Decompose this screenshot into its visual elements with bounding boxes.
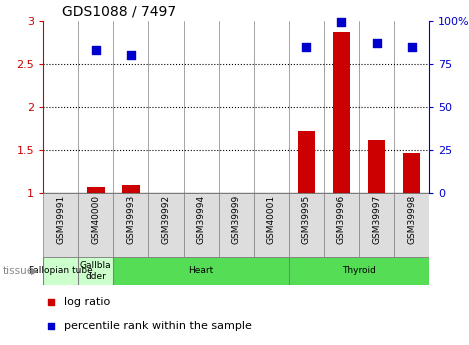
Bar [368,140,385,193]
Text: GSM39995: GSM39995 [302,195,311,244]
Bar [359,193,394,257]
Bar [43,257,78,285]
Bar [403,152,420,193]
Text: GSM39999: GSM39999 [232,195,241,244]
Point [338,20,345,25]
Text: Gallbla
dder: Gallbla dder [80,261,112,280]
Text: Heart: Heart [189,266,214,275]
Text: GSM39994: GSM39994 [197,195,205,244]
Text: GSM39992: GSM39992 [161,195,170,244]
Bar [254,193,289,257]
Bar [289,193,324,257]
Bar [297,131,315,193]
Text: percentile rank within the sample: percentile rank within the sample [64,321,252,331]
Bar [78,257,113,285]
Bar [394,193,429,257]
Bar [78,193,113,257]
Bar [183,193,219,257]
Text: tissue: tissue [2,266,33,276]
Text: GSM39996: GSM39996 [337,195,346,244]
Point [408,44,416,49]
Bar [113,193,148,257]
Text: Fallopian tube: Fallopian tube [29,266,92,275]
Bar [87,187,105,193]
Bar [324,193,359,257]
Point [127,52,135,58]
Text: GSM40000: GSM40000 [91,195,100,244]
Bar [148,193,183,257]
Text: GSM39997: GSM39997 [372,195,381,244]
Text: log ratio: log ratio [64,297,111,307]
Text: GSM40001: GSM40001 [267,195,276,244]
Point [303,44,310,49]
Bar [219,193,254,257]
Bar [113,257,289,285]
Bar [122,185,140,193]
Point [47,299,54,305]
Text: GSM39991: GSM39991 [56,195,65,244]
Text: GDS1088 / 7497: GDS1088 / 7497 [62,4,176,18]
Bar [289,257,429,285]
Point [373,40,380,46]
Bar [43,193,78,257]
Text: GSM39993: GSM39993 [126,195,136,244]
Point [92,47,99,53]
Text: Thyroid: Thyroid [342,266,376,275]
Text: ▶: ▶ [30,266,38,276]
Text: GSM39998: GSM39998 [407,195,416,244]
Bar [333,32,350,193]
Point [47,323,54,329]
